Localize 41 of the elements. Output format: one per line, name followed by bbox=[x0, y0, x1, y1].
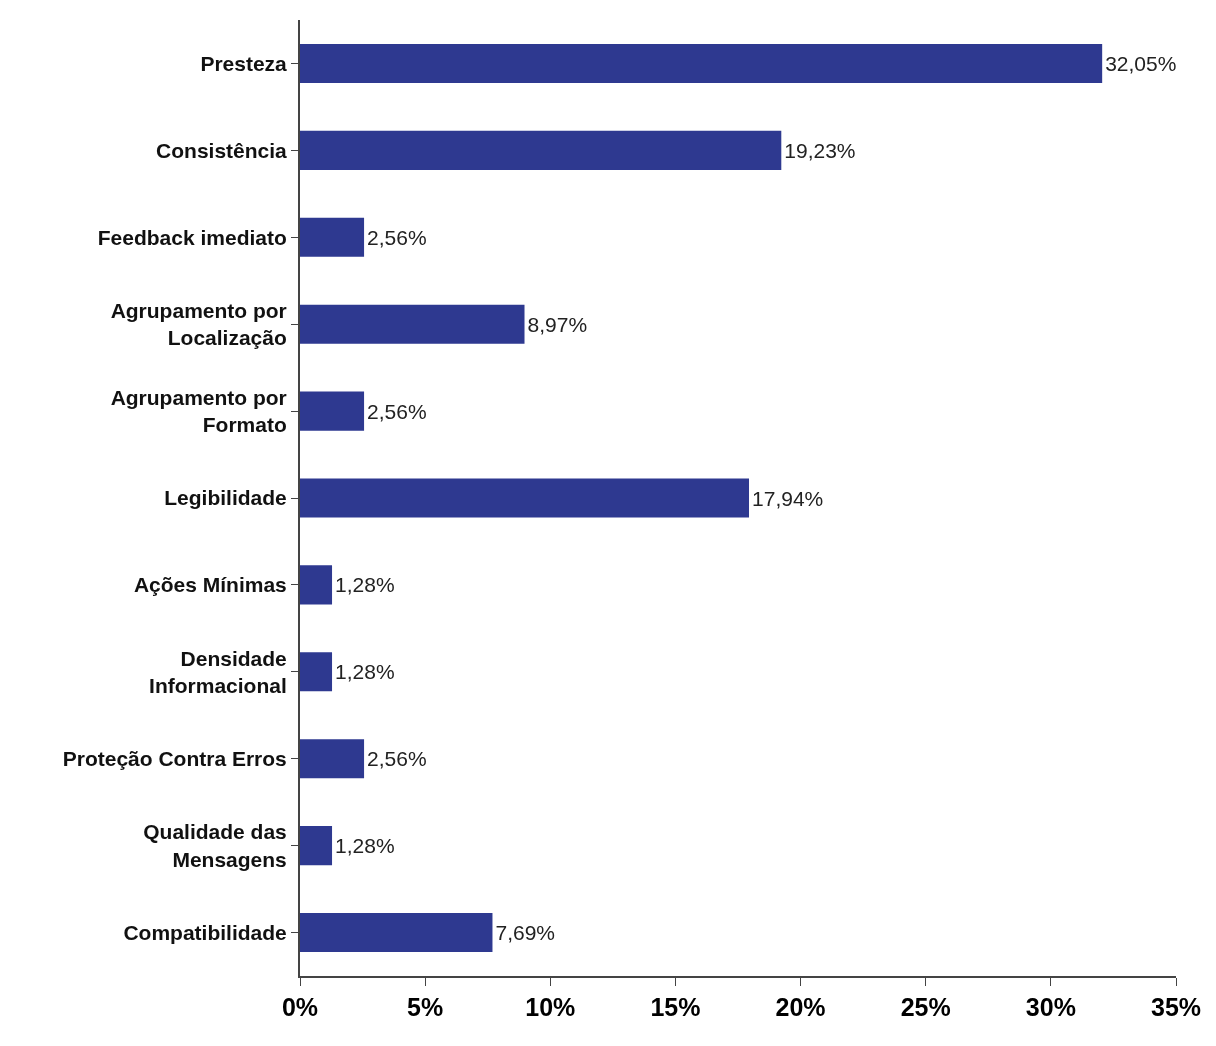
data-label: 1,28% bbox=[335, 573, 395, 597]
x-tick-label: 35% bbox=[1150, 993, 1202, 1021]
y-tick-label: Agrupamento por Formato bbox=[110, 385, 287, 437]
bar bbox=[300, 43, 1103, 84]
data-label: 17,94% bbox=[752, 486, 824, 510]
x-tick-label: 25% bbox=[900, 993, 951, 1021]
y-tick-label: Legibilidade bbox=[164, 486, 287, 510]
bar bbox=[300, 304, 525, 344]
x-tick-label: 0% bbox=[281, 993, 319, 1021]
y-tick-label: Agrupamento por Localização bbox=[110, 298, 287, 350]
data-label: 2,56% bbox=[367, 747, 427, 771]
y-tick-label: Qualidade das Mensagens bbox=[143, 820, 287, 871]
x-tick-label: 5% bbox=[407, 993, 444, 1021]
data-label: 7,69% bbox=[495, 921, 556, 945]
x-tick-label: 30% bbox=[1025, 993, 1076, 1021]
y-tick-label: Feedback imediato bbox=[97, 225, 287, 249]
data-label: 1,28% bbox=[335, 834, 395, 858]
y-tick-label: Ações Mínimas bbox=[133, 573, 287, 597]
y-tick-label: Presteza bbox=[200, 51, 288, 75]
bar bbox=[300, 912, 493, 953]
bar bbox=[300, 652, 333, 692]
bar bbox=[300, 565, 333, 605]
data-label: 1,28% bbox=[335, 660, 395, 684]
data-label: 2,56% bbox=[367, 399, 427, 423]
bar bbox=[300, 478, 750, 518]
data-label: 32,05% bbox=[1105, 51, 1177, 75]
y-tick-label: Densidade Informacional bbox=[149, 646, 287, 697]
x-tick-label: 20% bbox=[775, 993, 826, 1021]
bar bbox=[300, 391, 365, 431]
bar bbox=[300, 826, 333, 866]
data-label: 19,23% bbox=[784, 138, 856, 162]
y-tick-label: Proteção Contra Erros bbox=[62, 747, 287, 771]
bar bbox=[300, 739, 365, 779]
bar bbox=[300, 217, 365, 257]
y-tick-label: Compatibilidade bbox=[123, 920, 287, 944]
data-label: 8,97% bbox=[527, 312, 588, 336]
bar bbox=[300, 130, 782, 170]
y-tick-label: Consistência bbox=[156, 138, 288, 162]
data-label: 2,56% bbox=[367, 225, 427, 249]
x-tick-label: 10% bbox=[525, 993, 576, 1021]
x-tick-label: 15% bbox=[650, 993, 701, 1021]
